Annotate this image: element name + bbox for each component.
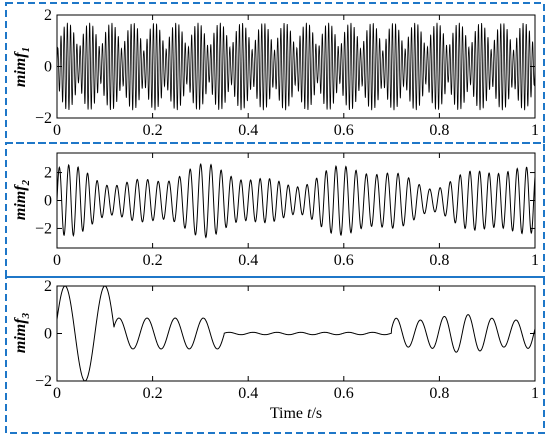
x-tick-label: 0.8 (429, 385, 449, 402)
x-tick-label: 0.4 (238, 122, 258, 139)
y-tick-label: −2 (35, 373, 52, 390)
y-tick-label: 2 (44, 7, 52, 24)
x-tick-label: 0.4 (238, 385, 258, 402)
plot-box-2 (56, 152, 536, 249)
x-tick-label: 0 (53, 252, 61, 269)
x-tick-label: 1 (531, 385, 539, 402)
panel-mimf2: 0 0.2 0.4 0.6 0.8 120−2 mimf2 (12, 152, 539, 269)
series-line-3 (56, 285, 536, 382)
y-tick-label: 0 (44, 59, 52, 76)
x-tick-label: 0.6 (334, 122, 354, 139)
x-tick-label: 0.2 (143, 252, 163, 269)
trace-group-1 (56, 22, 536, 111)
x-tick-label: 0.6 (334, 252, 354, 269)
x-tick-label: 0.4 (238, 252, 258, 269)
subplot-frame-3 (5, 276, 545, 434)
y-axis-label-2: mimf2 (12, 179, 32, 220)
trace-group-3 (56, 285, 536, 382)
series-line-1 (56, 22, 536, 111)
x-tick-label: 0.2 (143, 122, 163, 139)
x-axis-label: Time t/s (270, 405, 322, 422)
y-tick-label: −2 (35, 110, 52, 127)
y-axis-label-1: mimf1 (12, 47, 32, 87)
panel-mimf1: 0 0.2 0.4 0.6 0.8 120−2 mimf1 (12, 7, 539, 139)
x-tick-label: 1 (531, 122, 539, 139)
y-tick-label: −2 (35, 220, 52, 237)
x-tick-label: 0.2 (143, 385, 163, 402)
ticks-1: 0 0.2 0.4 0.6 0.8 120−2 (35, 7, 539, 139)
panel-mimf3: 0 0.2 0.4 0.6 0.8 120−2 mimf3 Time t/s (12, 278, 539, 422)
x-tick-label: 0 (53, 122, 61, 139)
ticks-2: 0 0.2 0.4 0.6 0.8 120−2 (35, 153, 539, 269)
x-tick-label: 0.6 (334, 385, 354, 402)
y-axis-label-3: mimf3 (12, 312, 32, 353)
x-tick-label: 0 (53, 385, 61, 402)
x-tick-label: 0.8 (429, 252, 449, 269)
y-tick-label: 2 (44, 165, 52, 182)
ticks-3: 0 0.2 0.4 0.6 0.8 120−2 (35, 278, 539, 402)
y-tick-label: 0 (44, 193, 52, 210)
y-tick-label: 2 (44, 278, 52, 295)
series-line-2 (56, 163, 536, 239)
trace-group-2 (56, 163, 536, 239)
y-tick-label: 0 (44, 326, 52, 343)
x-tick-label: 0.8 (429, 122, 449, 139)
x-tick-label: 1 (531, 252, 539, 269)
